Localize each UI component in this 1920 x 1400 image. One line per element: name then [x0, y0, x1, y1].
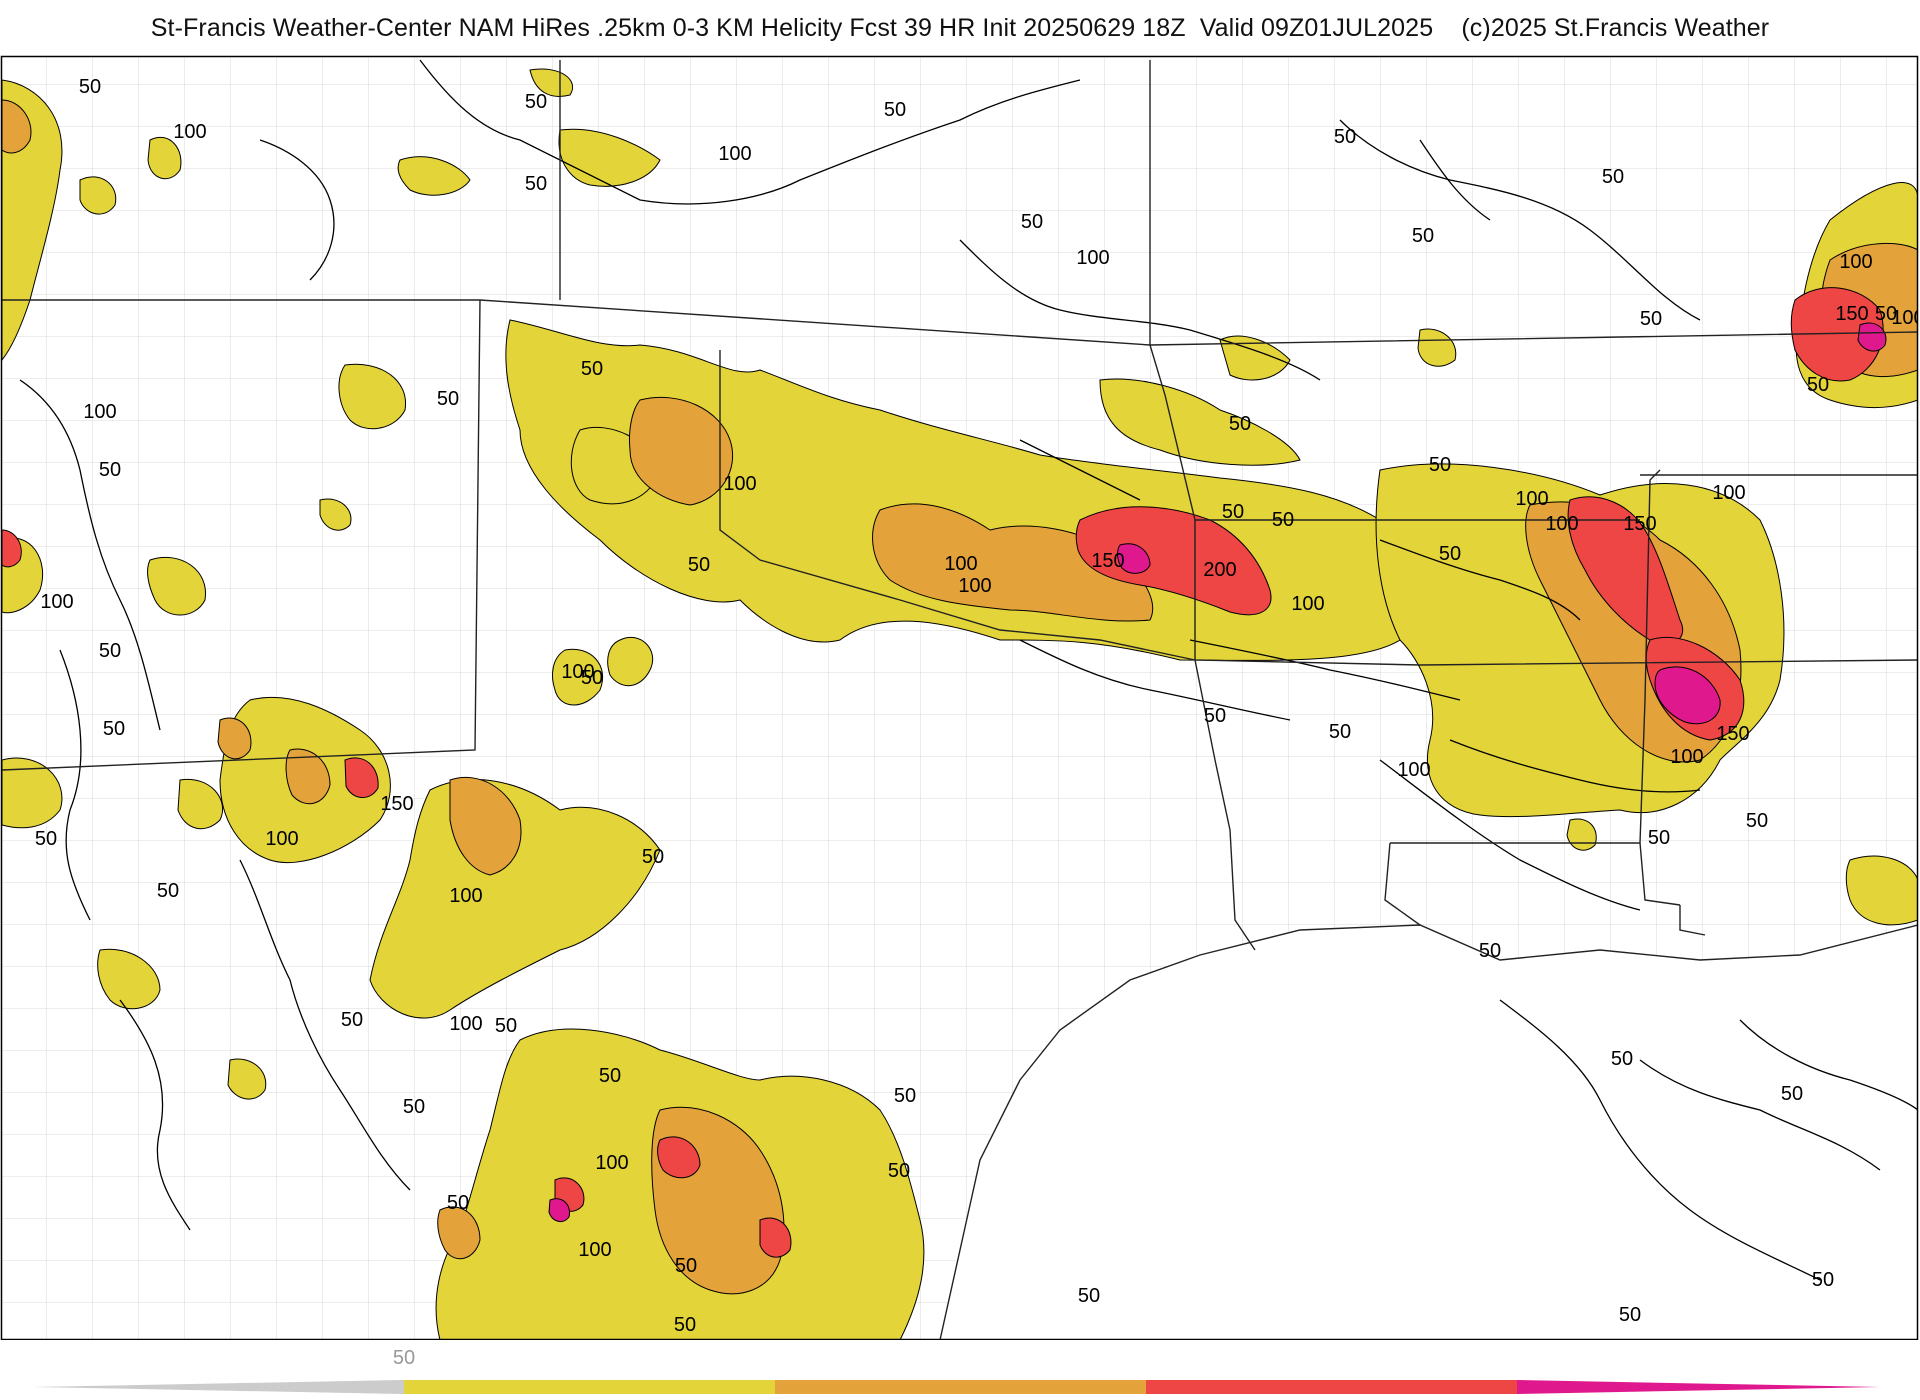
contour-label: 50 — [157, 880, 179, 902]
gulf-of-mexico — [940, 925, 1918, 1340]
contour-label: 100 — [40, 591, 73, 613]
contour-label: 50 — [1648, 827, 1670, 849]
contour-label: 50 — [581, 667, 603, 689]
contour-label: 100 — [1712, 482, 1745, 504]
contour-label: 50 — [642, 846, 664, 868]
contour-label: 100 — [1545, 513, 1578, 535]
state-boundaries — [2, 60, 1918, 951]
contour-label: 100 — [449, 1013, 482, 1035]
contour-label: 50 — [688, 554, 710, 576]
contour-label: 50 — [1204, 705, 1226, 727]
contour-label: 150 — [1716, 723, 1749, 745]
contour-label: 50 — [1812, 1269, 1834, 1291]
helicity-shading-150 — [2, 287, 1884, 1258]
contour-label: 50 — [437, 388, 459, 410]
contour-label: 50 — [1078, 1285, 1100, 1307]
contour-label: 50 — [525, 173, 547, 195]
contour-label: 50 — [1222, 501, 1244, 523]
contour-label: 50 — [79, 76, 101, 98]
contour-label: 100 — [449, 885, 482, 907]
contour-label: 50 — [1329, 721, 1351, 743]
contour-label: 100 — [83, 401, 116, 423]
contour-label: 50 — [1479, 940, 1501, 962]
contour-label: 100 — [1891, 307, 1920, 329]
contour-label: 200 — [1203, 559, 1236, 581]
helicity-map: 5010050501005050100505050501005010050100… — [0, 55, 1920, 1340]
contour-label: 50 — [1429, 454, 1451, 476]
contour-label: 50 — [675, 1255, 697, 1277]
contour-label: 50 — [495, 1015, 517, 1037]
contour-label: 100 — [265, 828, 298, 850]
color-scale-legend: 50 — [32, 1347, 1880, 1394]
county-lines — [2, 57, 1918, 1340]
contour-label: 50 — [1602, 166, 1624, 188]
contour-label: 100 — [958, 575, 991, 597]
contour-label: 50 — [403, 1096, 425, 1118]
contour-label: 100 — [578, 1239, 611, 1261]
helicity-contours — [19, 59, 1918, 1281]
contour-label: 100 — [1839, 251, 1872, 273]
contour-label: 150 — [1835, 303, 1868, 325]
contour-label: 100 — [595, 1152, 628, 1174]
legend-band-50 — [404, 1380, 775, 1394]
contour-label: 50 — [581, 358, 603, 380]
helicity-shading-200 — [548, 322, 1887, 1223]
contour-labels: 5010050501005050100505050501005010050100… — [35, 76, 1920, 1336]
contour-label: 50 — [1781, 1083, 1803, 1105]
contour-label: 100 — [561, 661, 594, 683]
contour-label: 50 — [447, 1192, 469, 1214]
contour-label: 50 — [99, 640, 121, 662]
contour-label: 150 — [1623, 513, 1656, 535]
contour-label: 100 — [1670, 746, 1703, 768]
legend-band-100 — [775, 1380, 1146, 1394]
contour-label: 50 — [35, 828, 57, 850]
contour-label: 50 — [888, 1160, 910, 1182]
coastline — [939, 924, 1918, 1340]
legend-tick-label: 50 — [393, 1347, 415, 1369]
contour-label: 50 — [1412, 225, 1434, 247]
contour-label: 50 — [1021, 211, 1043, 233]
contour-label: 100 — [718, 143, 751, 165]
contour-label: 100 — [944, 553, 977, 575]
contour-label: 50 — [99, 459, 121, 481]
contour-label: 150 — [380, 793, 413, 815]
contour-label: 50 — [1875, 303, 1897, 325]
contour-label: 50 — [674, 1314, 696, 1336]
contour-label: 100 — [1515, 488, 1548, 510]
contour-label: 50 — [1272, 509, 1294, 531]
contour-label: 50 — [1807, 374, 1829, 396]
contour-label: 50 — [1619, 1304, 1641, 1326]
legend-band-200 — [1517, 1380, 1880, 1394]
contour-label: 50 — [1334, 126, 1356, 148]
contour-label: 50 — [599, 1065, 621, 1087]
contour-label: 50 — [1611, 1048, 1633, 1070]
contour-label: 100 — [1291, 593, 1324, 615]
contour-label: 100 — [1397, 759, 1430, 781]
contour-label: 50 — [525, 91, 547, 113]
contour-label: 100 — [173, 121, 206, 143]
map-title: St-Francis Weather-Center NAM HiRes .25k… — [150, 14, 1770, 42]
legend-track — [32, 1380, 404, 1394]
contour-label: 150 — [1091, 550, 1124, 572]
contour-label: 50 — [103, 718, 125, 740]
contour-label: 100 — [1076, 247, 1109, 269]
contour-label: 100 — [723, 473, 756, 495]
map-frame — [0, 55, 1919, 1340]
contour-label: 50 — [884, 99, 906, 121]
contour-label: 50 — [1640, 308, 1662, 330]
contour-label: 50 — [341, 1009, 363, 1031]
contour-label: 50 — [1229, 413, 1251, 435]
contour-label: 50 — [1439, 543, 1461, 565]
contour-label: 50 — [894, 1085, 916, 1107]
contour-label: 50 — [1746, 810, 1768, 832]
legend-band-150 — [1146, 1380, 1517, 1394]
